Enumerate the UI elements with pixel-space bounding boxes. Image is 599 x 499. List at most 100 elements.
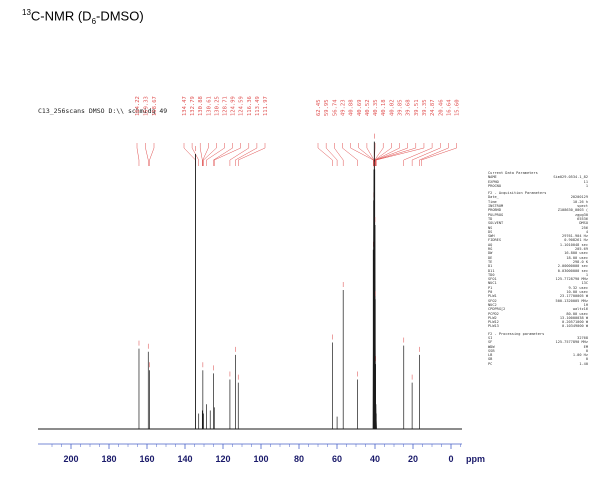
params-row: DW 16.800 usec (488, 251, 588, 255)
params-row: PLW13 0.10349000 W (488, 324, 588, 328)
params-value: 0.10349000 W (562, 324, 588, 329)
params-value: Z108630_0003 ( (557, 208, 588, 213)
params-value: 298.0 K (572, 259, 588, 264)
x-tick-label: 80 (294, 454, 304, 464)
params-key: SFO2 (488, 298, 497, 303)
peak-label: 62.45 (316, 99, 322, 116)
params-section-heading: F2 - Acquisition Parameters (488, 191, 547, 196)
peak-label: 39.51 (414, 99, 420, 116)
peak-label: 113.49 (255, 96, 261, 116)
params-key: RG (488, 247, 493, 252)
params-key: DS (488, 229, 493, 234)
params-value: 20200129 (570, 195, 588, 200)
x-tick-label: 180 (101, 454, 116, 464)
peak-label-connector (145, 143, 149, 166)
title-post: -DMSO) (96, 8, 144, 24)
params-value: 65536 (577, 216, 588, 221)
params-key: TD0 (488, 272, 495, 277)
peak-label: 39.35 (422, 99, 428, 116)
peak-label: 130.61 (206, 96, 212, 116)
page-title: 13C-NMR (D6-DMSO) (22, 8, 144, 26)
params-key: AQ (488, 242, 493, 247)
title-isotope: 13 (22, 8, 31, 17)
peak-label-connector (334, 143, 344, 166)
params-value: 256 (581, 225, 589, 230)
peak-label: 39.68 (406, 99, 412, 116)
params-key: P1 (488, 285, 493, 290)
params-key: SSB (488, 348, 495, 353)
peak-label: 15.60 (455, 99, 461, 116)
params-value: 11 (583, 179, 588, 184)
params-value: Sim029-0534.1_82 (553, 175, 588, 180)
x-tick-label: 140 (177, 454, 192, 464)
params-row: D1 2.00000000 sec (488, 264, 588, 268)
params-row: PULPROG zgpg30 (488, 213, 588, 217)
params-key: PULPROG (488, 212, 504, 217)
params-row: PROBHD Z108630_0003 ( (488, 208, 588, 212)
params-row: Time 10.26 h (488, 200, 588, 204)
params-key: PLW1 (488, 294, 497, 299)
peak-label-connector (149, 143, 155, 166)
peak-label: 24.87 (430, 99, 436, 116)
params-key: PC (488, 361, 493, 366)
params-value: 32768 (577, 335, 588, 340)
peak-label: 130.88 (198, 96, 204, 116)
peak-label: 16.64 (446, 99, 452, 116)
peak-label: 40.02 (389, 99, 395, 116)
params-key: PCPD2 (488, 311, 499, 316)
x-axis-ticks: 200 180 160 140 120 100 80 60 40 20 0 (51, 444, 461, 464)
params-value: 1.1010048 sec (559, 242, 588, 247)
params-key: INSTRUM (488, 204, 504, 209)
peak-label-connector (183, 143, 196, 166)
params-key: SF (488, 340, 493, 345)
x-tick-label: 100 (253, 454, 268, 464)
peak-label: 40.18 (381, 99, 387, 116)
params-row: DS 4 (488, 230, 588, 234)
params-key: FIDRES (488, 238, 501, 243)
peak-label: 40.69 (357, 99, 363, 116)
params-row: DE 18.00 usec (488, 256, 588, 260)
x-tick-label: 160 (139, 454, 154, 464)
peak-label: 159.33 (144, 96, 150, 116)
params-key: Date_ (488, 195, 499, 200)
params-row: Date_ 20200129 (488, 195, 588, 199)
params-row: PCPD2 80.00 usec (488, 312, 588, 316)
peak-label: 20.46 (438, 99, 444, 116)
peak-label-connector (342, 143, 358, 166)
params-key: DE (488, 255, 493, 260)
params-row: INSTRUM spect (488, 204, 588, 208)
params-key: LB (488, 353, 493, 358)
params-value: 2.00000000 sec (557, 264, 588, 269)
params-row: TD 65536 (488, 217, 588, 221)
peak-label: 134.47 (182, 96, 188, 116)
peak-label-connector (206, 143, 225, 166)
params-key: TE (488, 259, 493, 264)
peak-label-connector (350, 143, 374, 166)
params-row: WDW EM (488, 345, 588, 349)
solvent-multiplet (372, 141, 377, 429)
params-row: D11 0.03000000 sec (488, 269, 588, 273)
params-key: NUC2 (488, 302, 497, 307)
peak-label: 132.79 (190, 96, 196, 116)
params-value: 0 (585, 348, 588, 353)
peak-label: 124.59 (239, 96, 245, 116)
params-value: 18.00 usec (566, 255, 588, 260)
params-row: RG 205.69 (488, 247, 588, 251)
peak-label-connector (136, 143, 140, 166)
params-value: 9.32 usec (568, 285, 588, 290)
params-key: EXPNO (488, 179, 499, 184)
params-row: CPDPRG[2 waltz16 (488, 307, 588, 311)
params-row: LB 1.00 Hz (488, 353, 588, 357)
peak-label: 164.22 (135, 96, 141, 116)
params-row: NUC2 1H (488, 303, 588, 307)
peak-label-connector (375, 143, 417, 166)
params-value: 4 (585, 229, 588, 234)
peak-label-connector (203, 143, 217, 166)
params-value: 1H (583, 302, 588, 307)
peak-label-connector (419, 143, 449, 166)
params-row: PC 1.40 (488, 362, 588, 366)
peak-label: 49.23 (340, 99, 346, 116)
params-section-heading: F2 - Processing parameters (488, 331, 545, 336)
peak-label-connector (235, 143, 258, 166)
peak-label-connector (421, 143, 457, 166)
